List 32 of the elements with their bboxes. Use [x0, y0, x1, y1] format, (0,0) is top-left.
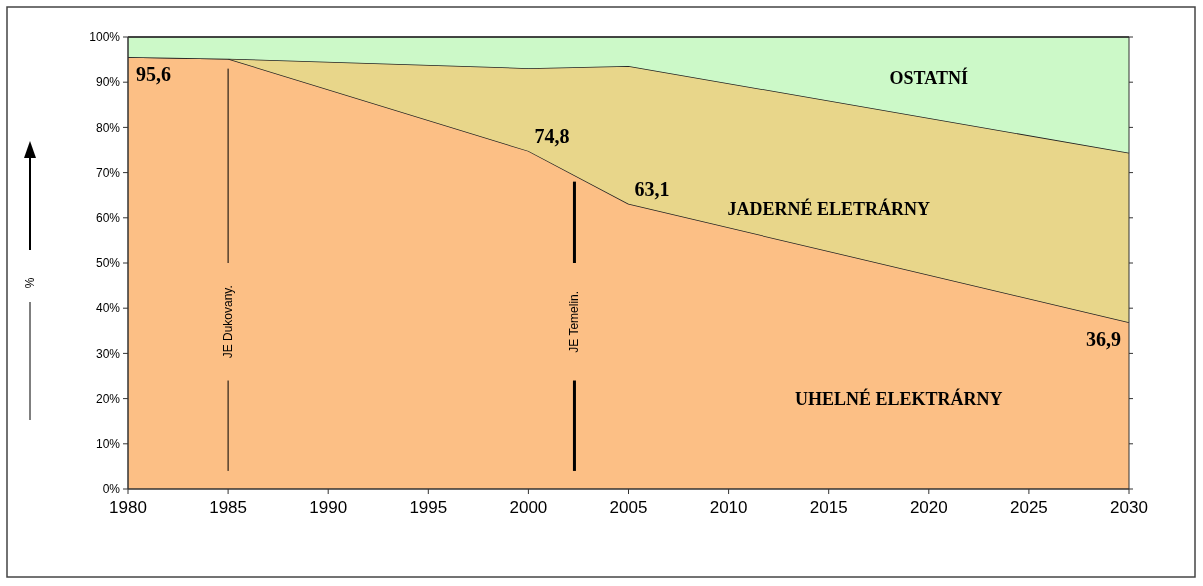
x-tick-label: 2010 [709, 498, 748, 517]
x-tick-label: 1985 [209, 498, 248, 517]
x-tick-label: 1980 [109, 498, 147, 517]
data-label: 36,9 [1086, 328, 1121, 351]
y-tick-label: 50% [95, 256, 121, 271]
ref-line-label: JE Temelin. [567, 290, 582, 353]
y-tick-label: 80% [95, 120, 121, 135]
x-tick-label: 2020 [909, 498, 948, 517]
y-tick-label: 100% [89, 30, 121, 45]
y-tick-label: 90% [95, 75, 121, 90]
y-tick-label: 70% [95, 165, 121, 180]
x-tick-label: 2025 [1009, 498, 1048, 517]
x-tick-label: 2000 [509, 498, 548, 517]
x-tick-label: 2015 [809, 498, 848, 517]
data-label: 95,6 [136, 62, 171, 85]
data-label: 74,8 [534, 124, 570, 147]
y-tick-label: 30% [95, 346, 121, 361]
x-tick-label: 1990 [309, 498, 348, 517]
series-label: JADERNÉ ELETRÁRNY [727, 198, 930, 220]
y-tick-label: 10% [95, 437, 121, 451]
y-tick-label: 0% [102, 482, 121, 497]
x-tick-label: 2030 [1110, 498, 1148, 517]
x-tick-label: 1995 [409, 498, 448, 517]
ref-line-label: JE Dukovany. [221, 285, 236, 359]
y-tick-label: 60% [95, 211, 121, 225]
series-label: UHELNÉ ELEKTRÁRNY [795, 387, 1003, 409]
y-axis-title: % [23, 277, 37, 289]
y-tick-label: 20% [95, 391, 121, 406]
y-tick-label: 40% [95, 301, 121, 316]
series-label: OSTATNÍ [889, 66, 968, 88]
x-tick-label: 2005 [609, 498, 648, 517]
data-label: 63,1 [634, 177, 670, 200]
